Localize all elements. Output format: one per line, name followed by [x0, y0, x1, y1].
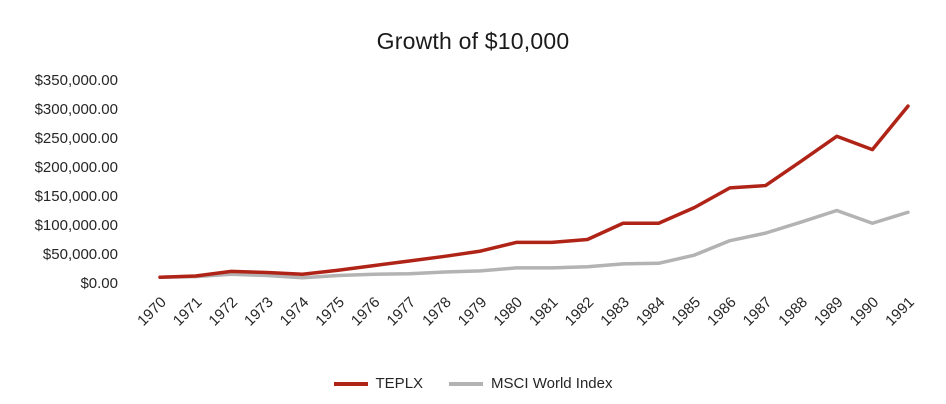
- x-tick-label: 1970: [134, 294, 170, 330]
- y-axis-labels: $350,000.00 $300,000.00 $250,000.00 $200,00…: [35, 72, 118, 292]
- x-tick-label: 1991: [882, 294, 918, 330]
- x-tick-label: 1982: [562, 294, 598, 330]
- y-tick-label: $200,000.00: [35, 159, 118, 176]
- x-tick-label: 1983: [597, 294, 633, 330]
- x-tick-label: 1975: [312, 294, 348, 330]
- y-tick-label: $150,000.00: [35, 188, 118, 205]
- legend-item-msci-world-index: MSCI World Index: [449, 375, 612, 392]
- plot-area: $350,000.00 $300,000.00 $250,000.00 $200,00…: [35, 72, 918, 330]
- msci-world-index-series-line: [158, 208, 910, 280]
- x-tick-label: 1981: [526, 294, 562, 330]
- chart-title: Growth of $10,000: [376, 28, 570, 54]
- chart-legend: TEPLX MSCI World Index: [0, 375, 946, 392]
- x-tick-label: 1973: [241, 294, 277, 330]
- y-tick-label: $50,000.00: [43, 246, 118, 263]
- y-tick-label: $300,000.00: [35, 101, 118, 118]
- y-tick-label: $100,000.00: [35, 217, 118, 234]
- x-tick-label: 1986: [704, 294, 740, 330]
- legend-item-teplx: TEPLX: [333, 375, 424, 392]
- x-tick-label: 1978: [419, 294, 455, 330]
- x-tick-label: 1979: [455, 294, 491, 330]
- teplx-series-line: [158, 104, 910, 279]
- x-tick-label: 1990: [847, 294, 883, 330]
- x-tick-label: 1974: [277, 294, 313, 330]
- x-tick-label: 1972: [205, 294, 241, 330]
- legend-label-teplx: TEPLX: [375, 375, 424, 392]
- x-tick-label: 1971: [170, 294, 206, 330]
- x-tick-label: 1985: [668, 294, 704, 330]
- x-tick-label: 1984: [633, 294, 669, 330]
- x-axis-labels: 1970 1971 1972 1973 1974 1975 1976 1977 1978 1979…: [134, 294, 918, 330]
- y-tick-label: $250,000.00: [35, 130, 118, 147]
- y-tick-label: $0.00: [80, 275, 118, 292]
- x-tick-label: 1977: [384, 294, 420, 330]
- msci-world-index-line-swatch: [449, 381, 484, 386]
- x-tick-label: 1988: [775, 294, 811, 330]
- teplx-line-swatch: [333, 381, 368, 386]
- x-tick-label: 1980: [490, 294, 526, 330]
- x-tick-label: 1987: [740, 294, 776, 330]
- legend-label-msci-world-index: MSCI World Index: [491, 375, 613, 392]
- x-tick-label: 1989: [811, 294, 847, 330]
- x-tick-label: 1976: [348, 294, 384, 330]
- y-tick-label: $350,000.00: [35, 72, 118, 89]
